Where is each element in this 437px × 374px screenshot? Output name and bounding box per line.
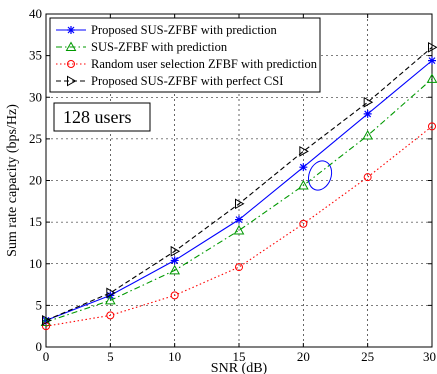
series-line-3 [45,46,433,321]
series-point-3 [170,245,181,257]
series-3 [42,41,437,326]
series-point-1 [169,264,181,275]
series-point-2 [428,122,436,131]
series-point-2 [170,291,179,300]
series-layer [40,41,437,331]
x-tick-label: 10 [168,349,181,364]
series-point-3 [299,146,309,157]
series-point-3 [235,198,245,210]
x-tick-label: 15 [233,349,246,364]
y-tick-label: 0 [36,339,43,354]
series-point-3 [42,315,52,326]
y-axis-label: Sum rate capacity (bps/Hz) [5,104,20,257]
series-point-1 [426,73,437,83]
series-point-1 [233,224,245,235]
legend: Proposed SUS-ZFBF with prediction SUS-ZFB… [49,17,321,93]
series-point-2 [235,263,243,272]
series-point-3 [428,41,437,53]
legend-swatch-marker [67,26,75,34]
users-annotation: 128 users [53,102,151,132]
legend-label-0: Proposed SUS-ZFBF with prediction [91,23,278,37]
users-annotation-text: 128 users [63,107,132,127]
series-1 [40,73,437,327]
x-tick-label: 30 [423,349,436,364]
y-tick-label: 30 [29,89,42,104]
series-line-2 [45,125,433,327]
x-tick-label: 5 [107,349,114,364]
series-point-0 [428,56,436,65]
legend-label-2: Random user selection ZFBF with predicti… [91,57,318,71]
series-point-2 [363,173,372,182]
y-tick-label: 40 [29,6,42,21]
series-point-0 [170,256,179,265]
y-tick-label: 20 [29,173,42,188]
x-axis-label: SNR (dB) [211,361,268,374]
legend-label-1: SUS-ZFBF with prediction [91,40,228,54]
x-tick-label: 25 [361,349,374,364]
series-point-2 [106,311,115,320]
series-point-1 [362,130,374,140]
y-tick-label: 25 [29,131,42,146]
x-tick-label: 20 [297,349,310,364]
series-point-2 [299,219,308,228]
y-tick-label: 35 [29,48,42,63]
series-point-0 [299,163,308,172]
series-point-0 [235,215,243,224]
x-tick-label: 0 [43,349,50,364]
series-2 [42,122,436,331]
y-tick-label: 5 [36,297,43,312]
legend-swatch-marker [67,60,75,68]
series-point-1 [104,294,116,305]
y-tick-label: 10 [29,256,42,271]
series-line-1 [45,78,433,323]
legend-swatch-marker [65,41,77,51]
series-point-3 [106,287,116,299]
y-tick-label: 15 [29,214,42,229]
legend-label-3: Proposed SUS-ZFBF with perfect CSI [91,74,283,88]
axis-ticks: 0 5 10 15 20 25 30 0 5 10 15 20 25 30 35 40 [29,6,436,364]
series-point-1 [297,179,309,190]
legend-box [49,17,321,93]
series-group-ellipse [308,160,333,191]
series-point-0 [363,109,372,118]
legend-swatch-marker [67,75,77,87]
series-point-3 [363,96,374,108]
users-annotation-box [53,102,151,132]
